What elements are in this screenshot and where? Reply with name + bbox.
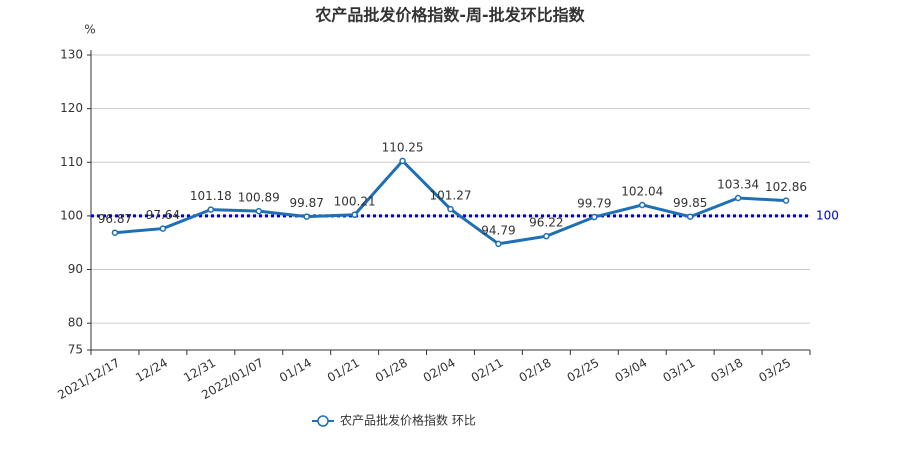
value-label: 99.79 — [577, 197, 611, 211]
legend-label: 农产品批发价格指数 环比 — [340, 413, 476, 428]
y-tick-label: 100 — [60, 208, 83, 222]
y-tick-label: 120 — [60, 101, 83, 115]
value-label: 100.89 — [238, 191, 280, 205]
chart-title: 农产品批发价格指数-周-批发环比指数 — [314, 6, 585, 25]
legend-marker — [317, 415, 329, 427]
x-tick-label: 02/25 — [565, 356, 602, 385]
data-point — [543, 232, 550, 240]
data-point — [734, 194, 742, 202]
x-tick-label: 01/28 — [373, 356, 410, 385]
value-label: 100.21 — [334, 194, 376, 208]
data-point — [111, 229, 119, 236]
y-unit: % — [84, 23, 95, 37]
x-tick-label: 2021/12/17 — [55, 356, 122, 403]
x-tick-label: 02/18 — [517, 356, 554, 385]
data-point — [591, 213, 598, 221]
value-label: 102.86 — [765, 180, 807, 194]
data-point — [159, 225, 167, 232]
x-tick-label: 03/11 — [660, 356, 697, 385]
data-point — [255, 207, 263, 215]
value-label: 101.18 — [190, 189, 232, 203]
data-point — [207, 206, 215, 213]
data-point — [303, 213, 310, 220]
x-tick-label: 01/21 — [325, 356, 362, 385]
value-label: 96.87 — [98, 212, 132, 226]
y-tick-label: 90 — [68, 262, 83, 276]
x-tick-label: 02/04 — [421, 356, 458, 385]
y-tick-label: 110 — [60, 155, 83, 169]
y-tick-label: 75 — [68, 343, 83, 357]
value-label: 99.85 — [673, 196, 707, 210]
data-point — [399, 157, 406, 165]
reference-label: 100 — [816, 208, 839, 222]
x-tick-label: 01/14 — [277, 356, 314, 385]
x-tick-label: 03/18 — [708, 356, 745, 385]
data-point — [638, 201, 646, 209]
value-label: 102.04 — [621, 184, 663, 198]
value-label: 101.27 — [430, 189, 472, 203]
x-tick-label: 03/04 — [613, 356, 650, 385]
value-label: 96.22 — [529, 216, 563, 230]
data-point — [495, 240, 502, 248]
value-label: 110.25 — [382, 140, 424, 154]
y-tick-label: 130 — [60, 48, 83, 62]
value-label: 99.87 — [290, 196, 324, 210]
x-tick-label: 12/31 — [181, 356, 218, 385]
data-point — [447, 205, 454, 213]
value-label: 94.79 — [481, 223, 515, 237]
data-point — [686, 213, 694, 220]
y-tick-label: 80 — [68, 316, 83, 330]
value-label: 97.64 — [146, 208, 180, 222]
x-tick-label: 12/24 — [133, 356, 170, 385]
value-label: 103.34 — [717, 177, 759, 191]
x-tick-label: 02/11 — [469, 356, 506, 385]
data-point — [782, 197, 790, 204]
x-tick-label: 03/25 — [756, 356, 793, 385]
data-point — [351, 211, 358, 219]
